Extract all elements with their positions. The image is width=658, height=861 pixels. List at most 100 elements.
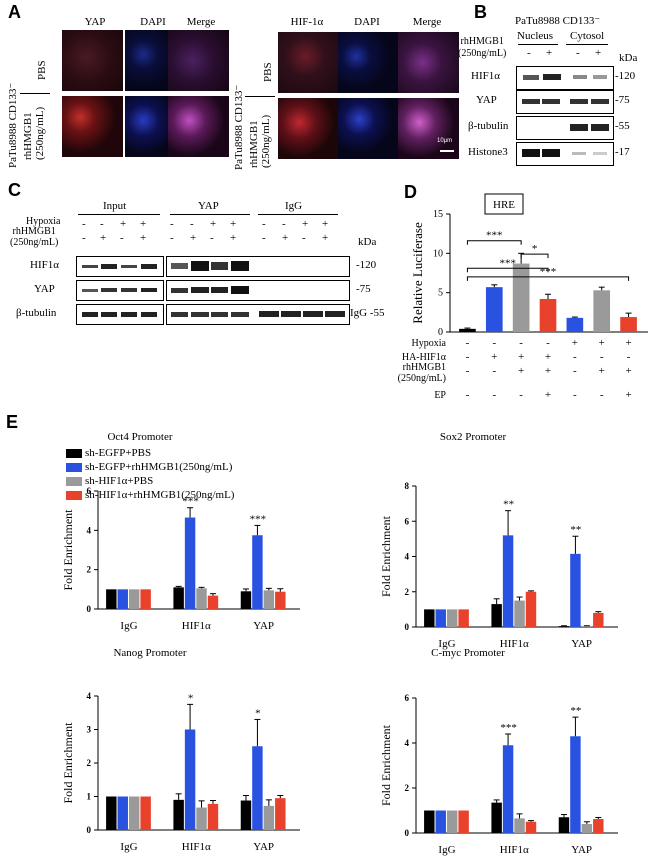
x-tick-label: IgG	[120, 841, 137, 853]
bar	[620, 317, 637, 332]
lane-b-3: -	[576, 47, 580, 59]
bar	[512, 263, 530, 332]
x-tick-label: YAP	[571, 844, 592, 856]
y-tick-label: 2	[405, 783, 410, 793]
cytosol-line	[566, 44, 608, 45]
y-tick-label: 5	[438, 288, 443, 299]
bar	[581, 626, 593, 627]
bar	[558, 817, 570, 833]
header-hif1a: HIF-1α	[290, 16, 324, 28]
rhhmgb1-sign: -	[302, 232, 306, 244]
legend-swatch	[66, 462, 82, 472]
significance-label: ***	[486, 230, 503, 242]
bar	[184, 517, 196, 609]
bar	[446, 609, 458, 627]
hypoxia-sign: -	[262, 218, 266, 230]
panel-d-label: D	[404, 182, 417, 202]
bar	[570, 736, 581, 833]
bar	[207, 803, 219, 830]
band-c-yap-label: YAP	[34, 283, 55, 295]
legend-label: sh-HIF1α+PBS	[85, 475, 154, 487]
legend-e: sh-EGFP+PBS sh-EGFP+rhHMGB1(250ng/mL) sh…	[66, 446, 234, 502]
group-input: Input	[103, 200, 127, 212]
band-c-hif1a-label: HIF1α	[30, 259, 59, 271]
panel-b-kda: kDa	[619, 52, 638, 64]
bar	[424, 810, 435, 833]
condition-sign: -	[492, 337, 496, 349]
row-label-pbs-right: PBS	[262, 62, 274, 82]
rhhmgb1-sign: -	[82, 232, 86, 244]
micrograph-merge-rhhmgb1-right	[398, 98, 459, 159]
header-dapi: DAPI	[140, 16, 166, 28]
y-tick-label: 10	[433, 248, 443, 259]
condition-row-label: EP	[434, 390, 446, 401]
hypoxia-sign: +	[230, 218, 237, 230]
row-divider-right	[245, 96, 275, 97]
rhhmgb1-sign: +	[230, 232, 237, 244]
y-tick-label: 6	[405, 693, 410, 703]
legend-item: sh-HIF1α+PBS	[66, 474, 234, 488]
bar	[424, 609, 435, 627]
row-label-rhhmgb1: rhHMGB1 (250ng/mL)	[22, 106, 46, 160]
bar	[502, 535, 514, 627]
bar	[173, 799, 184, 830]
y-tick-label: 0	[87, 604, 92, 614]
blot-c-input-yap	[76, 280, 164, 301]
bar	[491, 604, 502, 627]
bar	[593, 612, 604, 627]
y-tick-label: 0	[87, 825, 92, 835]
legend-swatch	[66, 490, 82, 500]
condition-row-label: rhHMGB1	[403, 362, 446, 373]
bar	[106, 589, 117, 609]
significance-bracket	[466, 240, 522, 245]
y-tick-label: 6	[87, 486, 92, 496]
condition-sign: +	[599, 365, 605, 377]
chart-title: C-myc Promoter	[431, 647, 505, 659]
bar	[240, 591, 252, 609]
micrograph-hif1a-pbs	[278, 32, 339, 93]
scale-bar	[440, 150, 454, 152]
significance-stars: **	[570, 705, 581, 717]
blot-c-input-hif1a	[76, 256, 164, 277]
hypoxia-sign: -	[82, 218, 86, 230]
rhhmgb1-sign: -	[170, 232, 174, 244]
condition-row-label: Hypoxia	[412, 338, 447, 349]
significance-bracket	[520, 253, 549, 259]
bar	[196, 807, 207, 830]
blot-b-yap	[516, 90, 614, 114]
condition-sign: -	[466, 365, 470, 377]
y-axis-label: Fold Enrichment	[379, 515, 393, 597]
bar	[446, 810, 458, 833]
group-igg: IgG	[285, 200, 303, 212]
blot-b-histone	[516, 142, 614, 166]
condition-row-label: (250ng/mL)	[398, 373, 446, 384]
cell-line-label-left: PaTu8988 CD133⁻	[7, 82, 19, 168]
chart-title: Sox2 Promoter	[440, 431, 507, 443]
hypoxia-sign: +	[322, 218, 329, 230]
band-b-yap-kda: -75	[615, 94, 630, 106]
significance-label: *	[532, 243, 538, 255]
significance-label: ***	[540, 266, 557, 278]
x-tick-label: IgG	[438, 844, 455, 856]
micrograph-yap-rhhmgb1	[62, 96, 123, 157]
condition-sign: -	[627, 351, 631, 363]
micrograph-hif1a-rhhmgb1	[278, 98, 339, 159]
condition-sign: -	[546, 337, 550, 349]
significance-stars: **	[503, 499, 514, 511]
y-axis-label: Fold Enrichment	[61, 509, 75, 591]
y-tick-label: 2	[87, 758, 92, 768]
chart-oct4-promoter: Oct4 Promoter 0 2 4 6 Fold Enrichment IgG HIF1α…	[61, 431, 300, 632]
micrograph-yap-pbs	[62, 30, 123, 91]
band-c-hif1a-kda: -120	[356, 259, 377, 271]
x-tick-label: YAP	[571, 638, 592, 650]
bar	[593, 819, 604, 833]
condition-sign: +	[491, 351, 497, 363]
condition-sign: -	[573, 389, 577, 401]
legend-label: sh-EGFP+PBS	[85, 447, 152, 459]
blot-c-ip-tubulin	[166, 304, 350, 325]
significance-stars: ***	[182, 496, 199, 508]
y-axis-label: Fold Enrichment	[61, 722, 75, 804]
bar	[459, 328, 476, 332]
legend-swatch	[66, 476, 82, 486]
